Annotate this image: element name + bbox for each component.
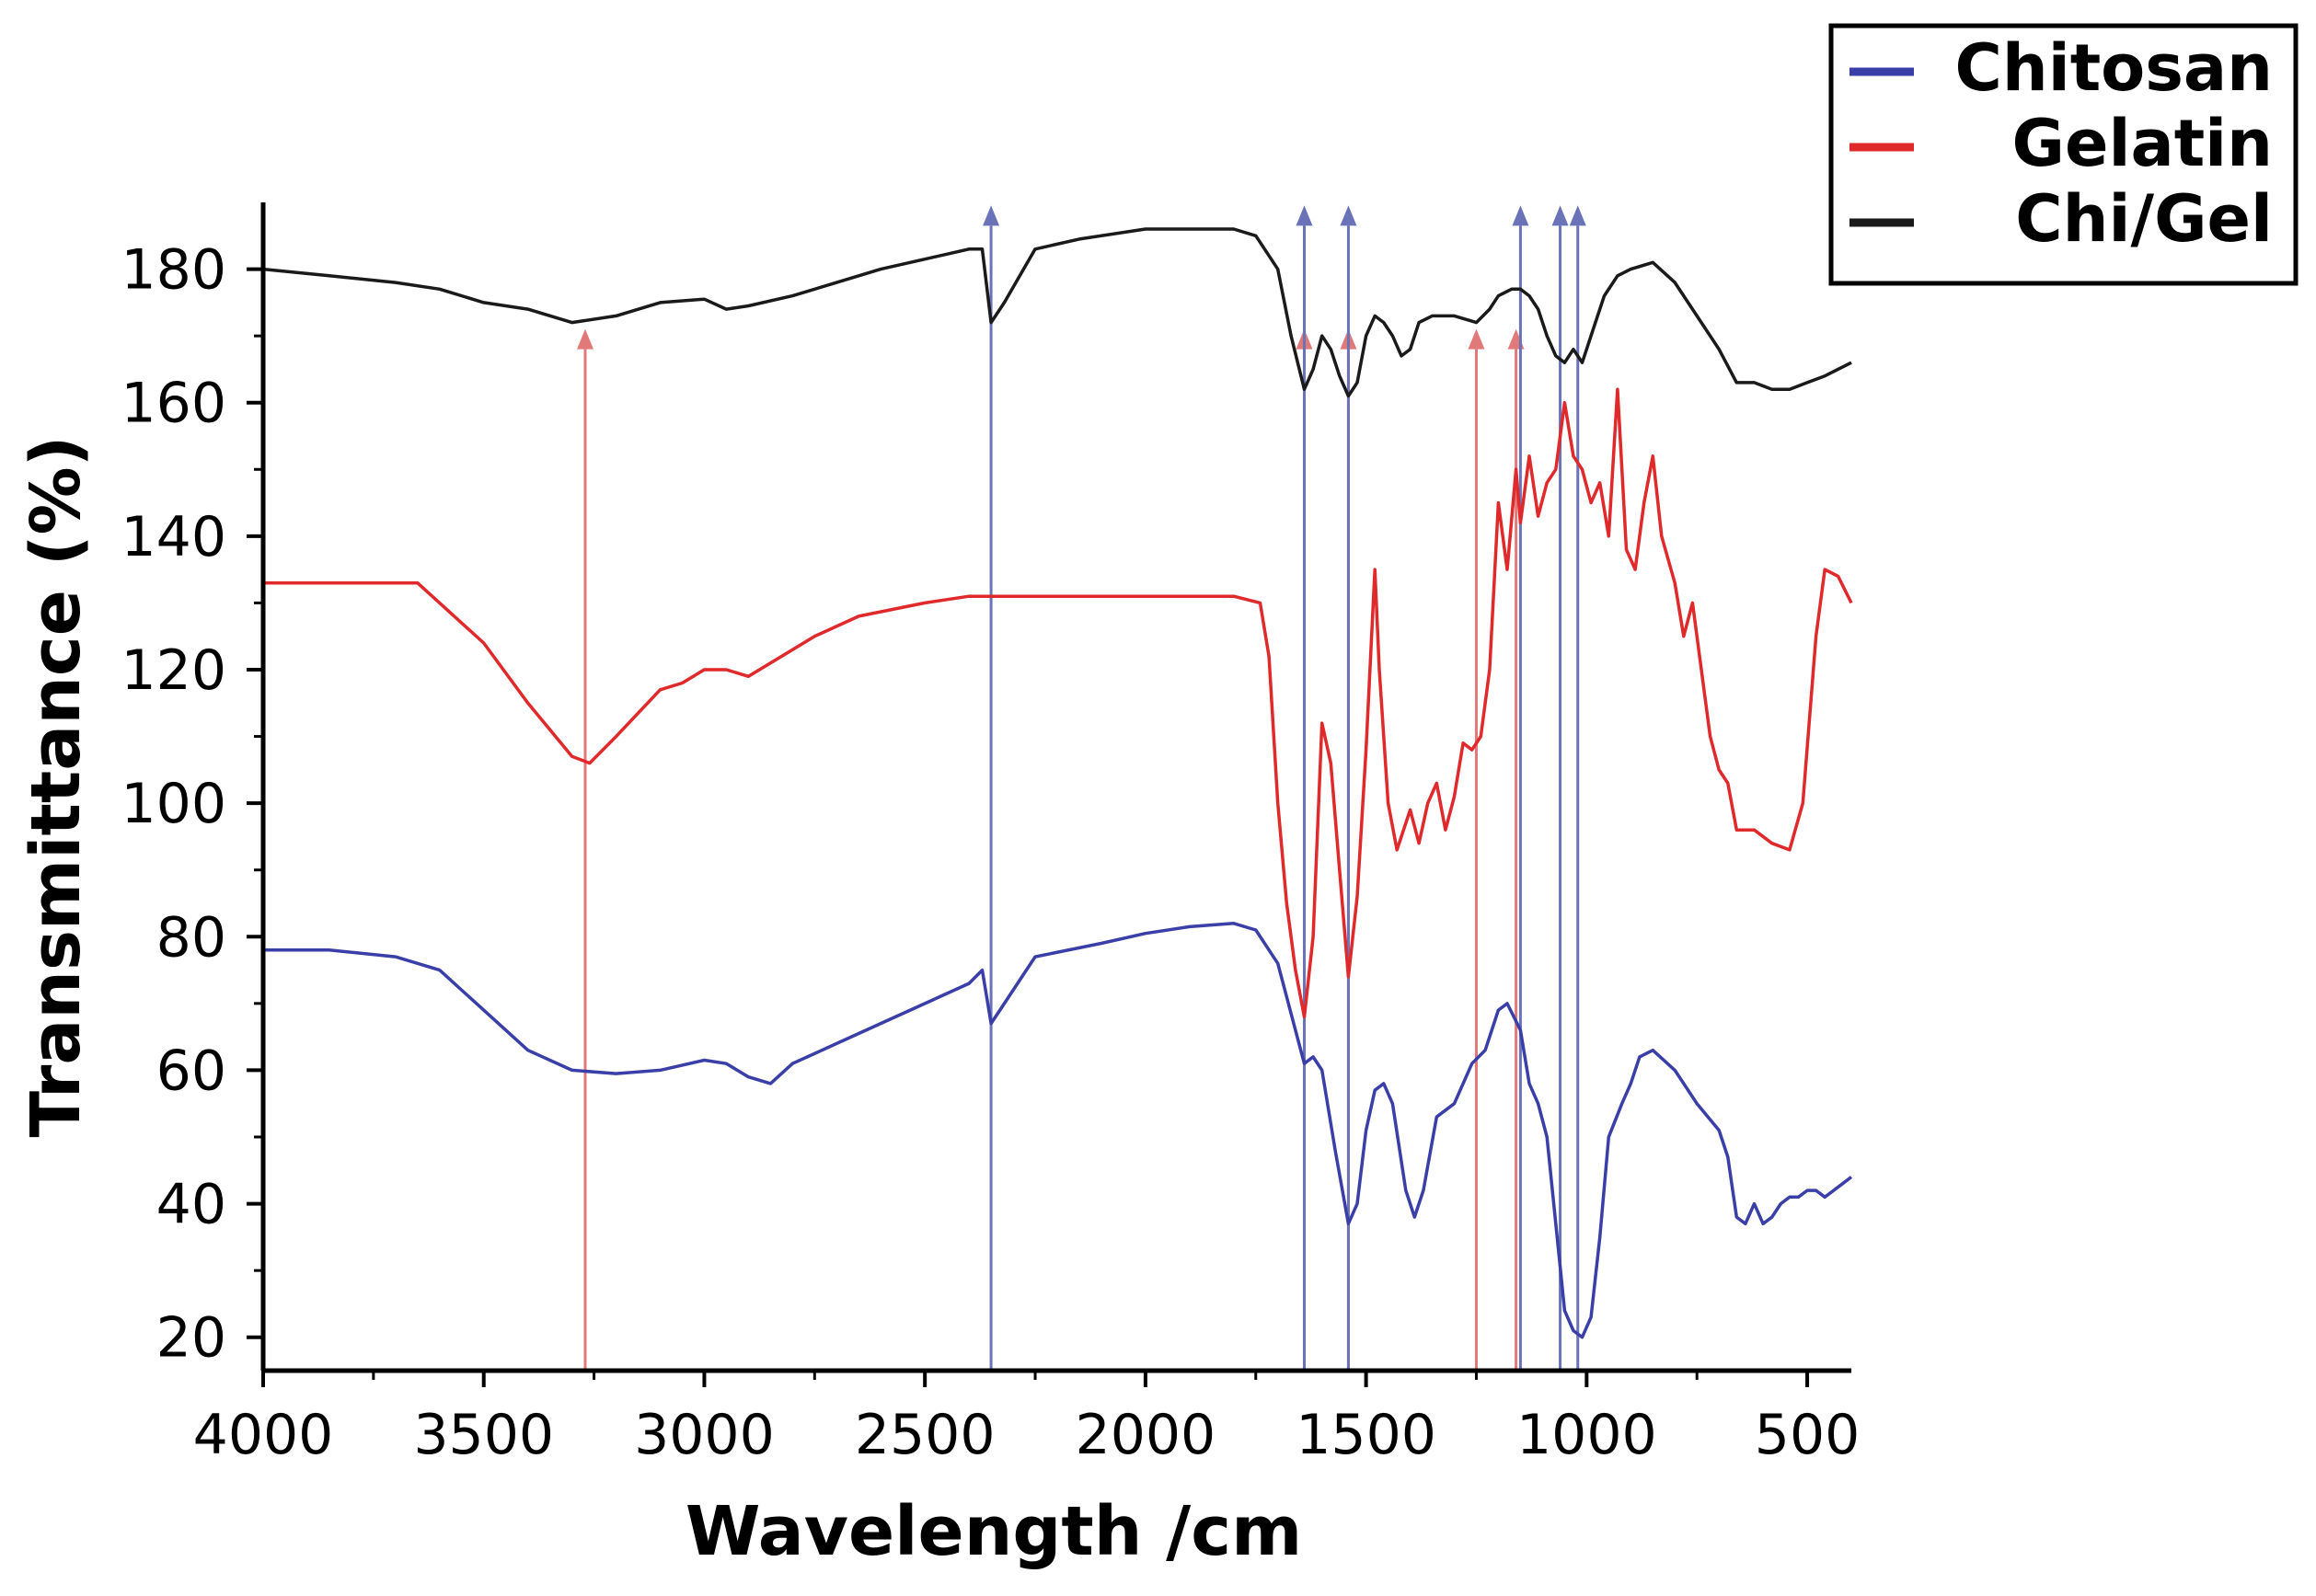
legend-label: Chitosan xyxy=(1955,30,2274,106)
y-tick-label: 20 xyxy=(156,1306,226,1371)
x-tick-label: 2000 xyxy=(1076,1403,1216,1467)
x-tick-label: 2500 xyxy=(855,1403,996,1467)
y-tick-label: 60 xyxy=(156,1039,226,1103)
y-tick-label: 180 xyxy=(121,238,226,303)
x-tick-label: 3000 xyxy=(634,1403,775,1467)
peak-marker-arrow xyxy=(1340,205,1357,226)
legend-label: Chi/Gel xyxy=(2015,181,2273,257)
x-tick-label: 1000 xyxy=(1516,1403,1657,1467)
series-line-chitosan xyxy=(263,922,1853,1339)
y-axis-title: Transmittance (%) xyxy=(17,436,96,1138)
peak-marker-arrow xyxy=(1512,205,1529,226)
y-tick-label: 120 xyxy=(121,638,226,703)
peak-marker-arrow xyxy=(1296,205,1313,226)
legend-label: Gelatin xyxy=(2012,106,2273,181)
peak-marker-arrow xyxy=(983,205,1000,226)
x-tick-label: 1500 xyxy=(1296,1403,1436,1467)
series-line-chi-gel xyxy=(262,227,1852,398)
peak-marker-arrow xyxy=(576,328,593,350)
series-lines xyxy=(262,227,1853,1339)
peak-markers xyxy=(576,205,1586,1371)
y-tick-label: 140 xyxy=(121,505,226,569)
x-axis-title: Wavelength /cm xyxy=(686,1492,1302,1571)
y-tick-label: 40 xyxy=(156,1173,226,1237)
y-tick-label: 100 xyxy=(121,772,226,836)
x-tick-label: 4000 xyxy=(193,1403,334,1467)
peak-marker-arrow xyxy=(1551,205,1569,226)
y-tick-label: 80 xyxy=(156,905,226,970)
peak-marker-arrow xyxy=(1468,328,1485,350)
x-ticks: 4000 3500 3000 2500 2000 1500 1000 500 xyxy=(193,1371,1861,1467)
peak-marker-arrow xyxy=(1569,205,1586,226)
x-tick-label: 3500 xyxy=(413,1403,554,1467)
y-tick-label: 160 xyxy=(121,372,226,436)
x-tick-label: 500 xyxy=(1755,1403,1861,1467)
y-ticks: 20 40 60 80 100 120 140 160 180 xyxy=(121,238,263,1371)
peak-marker-arrow xyxy=(1507,328,1525,350)
series-line-gelatin xyxy=(263,387,1853,1019)
